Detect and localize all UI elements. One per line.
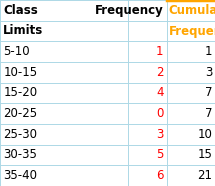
Text: 3: 3 bbox=[205, 66, 212, 79]
Text: 4: 4 bbox=[156, 86, 163, 100]
Text: 15-20: 15-20 bbox=[3, 86, 37, 100]
Text: 21: 21 bbox=[197, 169, 212, 182]
Text: 5: 5 bbox=[156, 148, 163, 161]
Text: Cumulative: Cumulative bbox=[169, 4, 215, 17]
Text: 7: 7 bbox=[205, 86, 212, 100]
Text: 1: 1 bbox=[205, 45, 212, 58]
Text: 7: 7 bbox=[205, 107, 212, 120]
Text: 15: 15 bbox=[198, 148, 212, 161]
Text: 25-30: 25-30 bbox=[3, 128, 37, 141]
Text: 0: 0 bbox=[156, 107, 163, 120]
Text: 3: 3 bbox=[156, 128, 163, 141]
Text: 1: 1 bbox=[156, 45, 163, 58]
Text: 30-35: 30-35 bbox=[3, 148, 37, 161]
Text: Class: Class bbox=[3, 4, 38, 17]
Text: 10: 10 bbox=[198, 128, 212, 141]
Text: 5-10: 5-10 bbox=[3, 45, 30, 58]
Text: 2: 2 bbox=[156, 66, 163, 79]
Text: 20-25: 20-25 bbox=[3, 107, 37, 120]
Text: Frequency: Frequency bbox=[169, 25, 215, 38]
Text: 35-40: 35-40 bbox=[3, 169, 37, 182]
Text: Limits: Limits bbox=[3, 25, 43, 38]
Text: Frequency: Frequency bbox=[95, 4, 163, 17]
Text: 6: 6 bbox=[156, 169, 163, 182]
Text: 10-15: 10-15 bbox=[3, 66, 37, 79]
